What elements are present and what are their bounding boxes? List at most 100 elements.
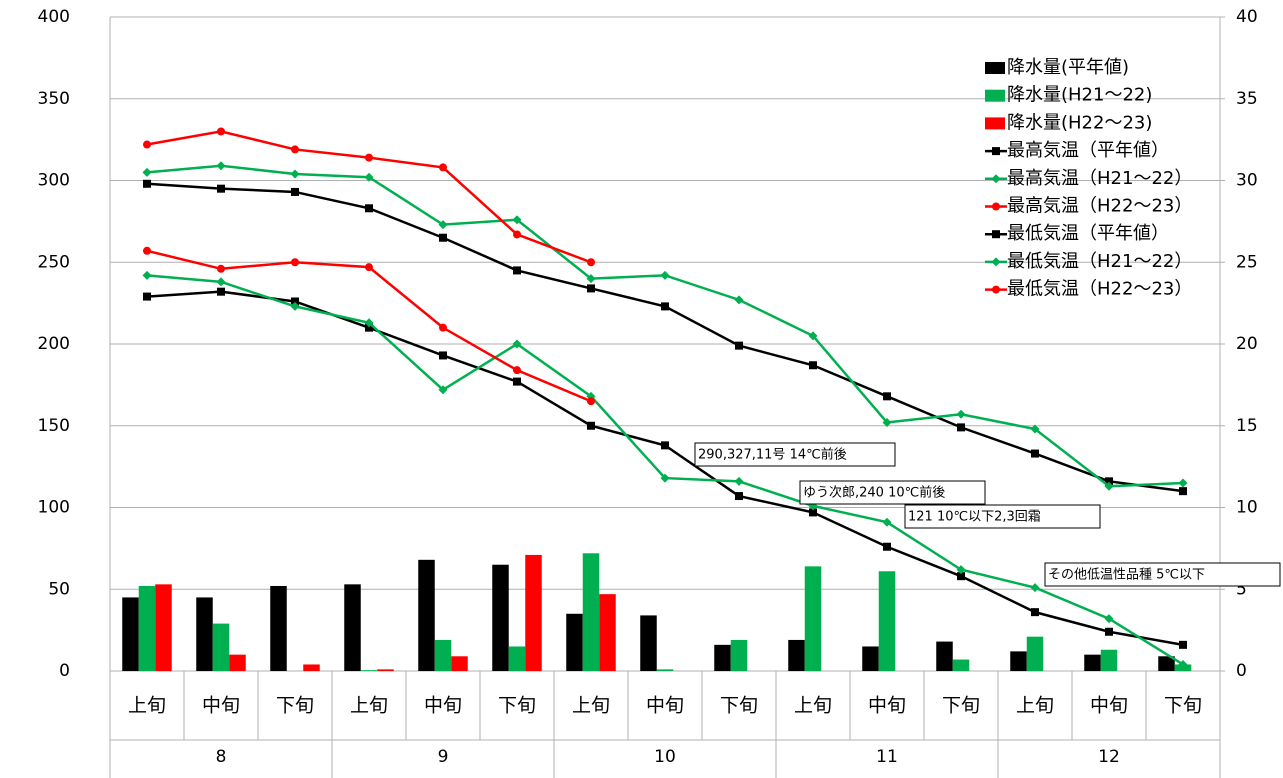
annotation-box: [1044, 562, 1281, 587]
y-tick-label: 50: [48, 579, 70, 599]
bar: [377, 669, 394, 671]
marker: [513, 377, 521, 386]
marker: [734, 476, 744, 486]
x-tick-label: 中旬: [646, 695, 684, 717]
marker: [1104, 481, 1114, 491]
annotation: ゆう次郎,240 10℃前後: [803, 485, 945, 501]
marker: [513, 230, 521, 239]
marker: [1179, 487, 1187, 496]
marker: [956, 409, 966, 419]
x-tick-label: 上旬: [572, 695, 610, 717]
y2-tick-label: 15: [1236, 416, 1258, 436]
annotation: その他低温性品種 5℃以下: [1048, 567, 1205, 583]
bar: [270, 585, 287, 671]
bar: [344, 584, 361, 671]
bar: [303, 664, 320, 671]
marker: [364, 172, 374, 182]
x-group-label: 10: [654, 747, 676, 767]
line-series: [146, 274, 1184, 666]
bar: [508, 646, 526, 671]
bar: [525, 554, 542, 671]
marker: [142, 167, 152, 177]
marker: [882, 417, 892, 427]
marker: [438, 220, 448, 230]
marker: [439, 351, 447, 360]
marker: [217, 184, 225, 193]
bar: [122, 597, 139, 671]
bar: [155, 584, 172, 671]
marker: [291, 145, 299, 154]
marker: [883, 542, 891, 551]
x-tick-label: 下旬: [1164, 695, 1202, 717]
x-tick-label: 中旬: [868, 695, 906, 717]
y-tick-label: 0: [59, 661, 70, 681]
marker: [1030, 583, 1040, 593]
marker: [512, 339, 522, 349]
marker: [364, 318, 374, 328]
marker: [991, 174, 1001, 184]
y2-tick-label: 25: [1236, 252, 1258, 272]
marker: [883, 392, 891, 401]
marker: [1178, 659, 1188, 669]
bar: [434, 639, 452, 671]
bar: [1100, 649, 1118, 671]
legend-label: 最高気温（H21～22）: [1007, 168, 1192, 189]
bar: [196, 597, 213, 671]
marker: [587, 258, 595, 267]
marker: [513, 366, 521, 375]
y-tick-label: 200: [38, 334, 70, 354]
marker: [735, 492, 743, 501]
legend-label: 降水量(H21～22): [1007, 85, 1152, 106]
marker: [587, 397, 595, 406]
y2-tick-label: 30: [1236, 171, 1258, 191]
bar: [1158, 656, 1175, 671]
marker: [991, 257, 1001, 267]
marker: [143, 140, 151, 149]
legend-swatch: [985, 117, 1005, 130]
line-series: [146, 130, 592, 264]
marker: [1179, 640, 1187, 649]
legend-label: 降水量(平年値): [1007, 57, 1129, 78]
marker: [439, 163, 447, 172]
bar: [360, 670, 378, 671]
y-tick-label: 400: [38, 7, 70, 27]
marker: [217, 287, 225, 296]
x-tick-label: 下旬: [498, 695, 536, 717]
x-tick-label: 下旬: [942, 695, 980, 717]
y-tick-label: 300: [38, 171, 70, 191]
marker: [992, 230, 1000, 239]
marker: [1030, 424, 1040, 434]
x-group-label: 11: [876, 747, 898, 767]
x-tick-label: 上旬: [1016, 695, 1054, 717]
marker: [992, 147, 1000, 156]
marker: [438, 385, 448, 395]
bar: [492, 564, 509, 671]
marker: [660, 473, 670, 483]
x-tick-label: 下旬: [276, 695, 314, 717]
bar: [656, 669, 674, 671]
marker: [290, 301, 300, 311]
y-tick-label: 350: [38, 89, 70, 109]
marker: [957, 572, 965, 581]
marker: [1178, 478, 1188, 488]
bar: [730, 639, 748, 671]
bar: [229, 654, 246, 671]
bar: [1026, 636, 1044, 671]
marker: [143, 246, 151, 255]
bar: [451, 656, 468, 671]
marker: [586, 274, 596, 284]
x-group-label: 12: [1098, 747, 1120, 767]
y2-tick-label: 10: [1236, 498, 1258, 518]
marker: [661, 441, 669, 450]
x-tick-label: 下旬: [720, 695, 758, 717]
y2-tick-label: 0: [1236, 661, 1247, 681]
marker: [956, 565, 966, 575]
marker: [809, 508, 817, 517]
y2-tick-label: 40: [1236, 7, 1258, 27]
y2-tick-label: 5: [1236, 579, 1247, 599]
marker: [217, 264, 225, 273]
x-tick-label: 中旬: [202, 695, 240, 717]
legend-label: 降水量(H22～23): [1007, 112, 1152, 133]
marker: [734, 295, 744, 305]
